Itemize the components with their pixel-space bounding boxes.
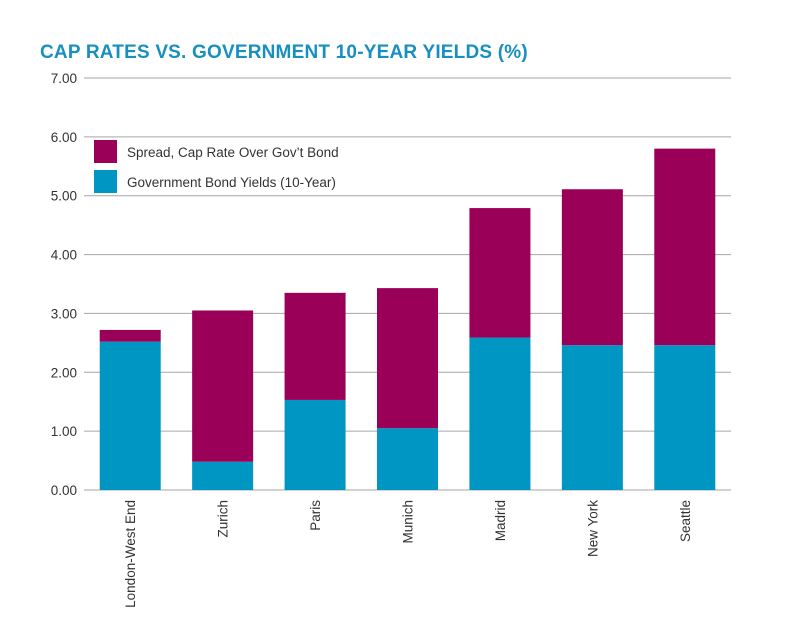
legend-swatch [94,140,117,163]
legend: Spread, Cap Rate Over Gov’t Bond Governme… [94,140,339,193]
bar-segment [377,428,438,490]
chart-title: CAP RATES VS. GOVERNMENT 10-YEAR YIELDS … [40,42,528,63]
x-axis-tick-labels: London-West End Zurich Paris Munich Madrid Ne… [123,500,693,608]
bar-segment [192,310,254,462]
y-tick-label: 0.00 [51,483,77,498]
bar-segment [561,345,623,490]
x-tick-label: London-West End [123,500,138,608]
y-tick-label: 6.00 [51,130,77,145]
x-tick-label: Zurich [216,500,231,538]
bar-segment [284,292,346,400]
y-axis-tick-labels: 0.00 1.00 2.00 3.00 4.00 5.00 6.00 7.00 [51,71,77,498]
y-tick-label: 5.00 [51,189,77,204]
legend-swatch [94,170,117,193]
bar-segment [654,345,716,490]
bar-segment [561,189,623,346]
bar-segment [99,329,161,342]
bar-segment [99,341,161,490]
bar-segment [469,208,531,338]
y-tick-label: 1.00 [51,424,77,439]
x-tick-label: New York [585,500,600,557]
legend-label: Spread, Cap Rate Over Gov’t Bond [127,145,339,160]
bar-segment [469,337,531,490]
bars [99,148,716,490]
bar-segment [377,288,438,429]
bar-segment [284,399,346,490]
bar-segment [654,148,716,346]
x-tick-label: Munich [401,500,416,544]
y-tick-label: 4.00 [51,248,77,263]
y-tick-label: 3.00 [51,306,77,321]
x-tick-label: Paris [308,500,323,531]
bar-segment [192,461,254,490]
y-tick-label: 7.00 [51,71,77,86]
legend-label: Government Bond Yields (10-Year) [127,175,336,190]
x-tick-label: Madrid [493,500,508,541]
y-tick-label: 2.00 [51,365,77,380]
x-tick-label: Seattle [678,500,693,542]
